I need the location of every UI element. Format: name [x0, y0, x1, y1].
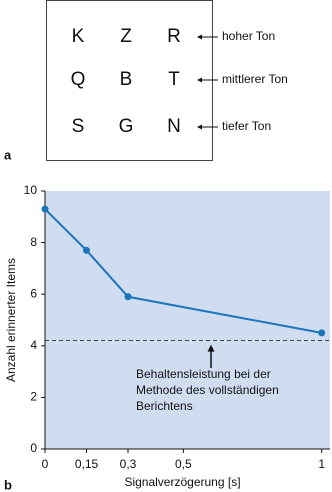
x-tick-label: 0,5	[175, 457, 192, 471]
letter: R	[167, 26, 181, 47]
y-tick-label: 4	[30, 338, 37, 352]
y-tick-label: 10	[24, 183, 38, 197]
panel-label: a	[4, 147, 12, 162]
letter: S	[72, 116, 85, 137]
x-axis-label: Signalverzögerung [s]	[124, 475, 240, 489]
annotation: Methode des vollständigen	[136, 383, 279, 397]
point	[318, 329, 326, 337]
x-tick-label: 0	[42, 457, 49, 471]
letter: Z	[120, 26, 132, 47]
point	[124, 293, 132, 301]
y-axis-label: Anzahl erinnerter Items	[4, 258, 18, 382]
y-tick-label: 2	[30, 390, 37, 404]
arrow-head	[197, 77, 202, 83]
annotation: Berichtens	[136, 399, 193, 413]
line	[44, 208, 322, 334]
arrow-head	[197, 34, 202, 40]
x-tick-label: 0,3	[120, 457, 137, 471]
letter: T	[168, 69, 180, 90]
row-label: hoher Ton	[222, 29, 275, 43]
y-tick-label: 0	[30, 441, 37, 455]
panel-label: b	[4, 477, 12, 492]
y-tick-label: 6	[30, 286, 37, 300]
x-tick-label: 0,15	[75, 457, 99, 471]
row-label: mittlerer Ton	[222, 72, 288, 86]
point	[41, 205, 49, 213]
letter: G	[119, 116, 134, 137]
arrow-head	[197, 124, 202, 130]
y-tick-label: 8	[30, 235, 37, 249]
row-label: tiefer Ton	[222, 119, 271, 133]
annotation-arrow-head	[207, 344, 215, 352]
plot-background	[45, 191, 330, 449]
x-tick-label: 1	[318, 457, 325, 471]
letter: Q	[71, 69, 86, 90]
annotation: Behaltensleistung bei der	[136, 367, 271, 381]
letter: B	[120, 69, 133, 90]
point	[83, 246, 91, 254]
letter: K	[72, 26, 85, 47]
letter: N	[167, 116, 181, 137]
